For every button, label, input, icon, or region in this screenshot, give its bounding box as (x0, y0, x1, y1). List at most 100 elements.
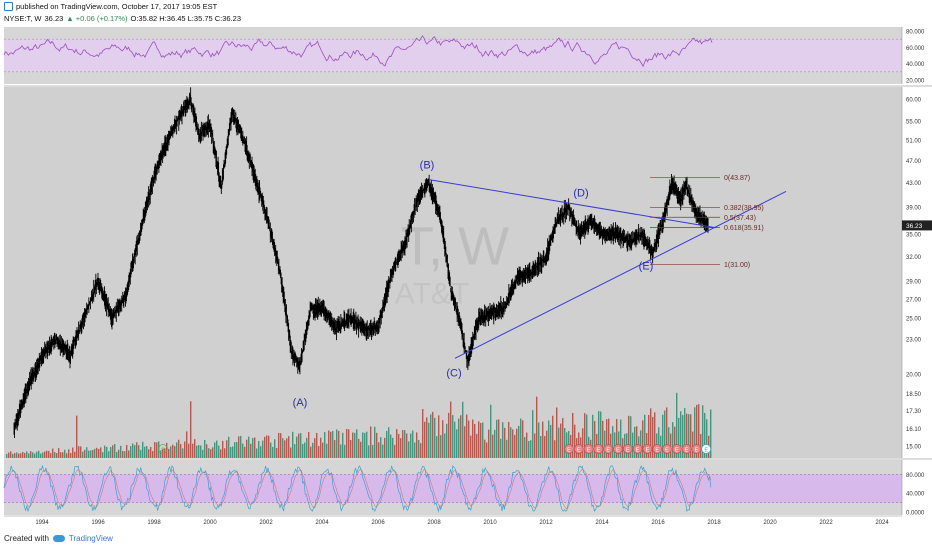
rsi-band (4, 39, 902, 72)
price-tick-label: 15.00 (906, 445, 922, 451)
volume-bar (74, 451, 76, 458)
volume-bar (350, 440, 352, 458)
volume-bar (64, 449, 66, 458)
symbol-label[interactable]: NYSE:T, W (4, 14, 42, 23)
dividend-marker-icon[interactable] (632, 444, 643, 454)
brand-text[interactable]: TradingView (68, 534, 113, 543)
volume-bar (58, 448, 60, 458)
volume-bar (386, 430, 388, 458)
volume-bar (214, 442, 216, 458)
dividend-marker-label: E (616, 448, 620, 454)
volume-bar (670, 433, 672, 458)
volume-bar (416, 432, 418, 458)
volume-bar (342, 432, 344, 458)
dividend-marker-label: E (665, 448, 669, 454)
volume-bar (364, 432, 366, 458)
volume-bar (358, 438, 360, 458)
dividend-marker-icon[interactable] (603, 444, 614, 454)
volume-bar (40, 453, 42, 458)
dividend-marker-icon[interactable] (622, 444, 633, 454)
volume-bar (412, 430, 414, 458)
dividend-marker-icon[interactable] (671, 444, 682, 454)
volume-bar (66, 453, 68, 458)
dividend-marker-icon[interactable] (564, 444, 574, 454)
dividend-marker-icon[interactable] (691, 444, 702, 454)
volume-bar (160, 450, 162, 458)
dividend-marker-icon[interactable] (681, 444, 692, 454)
time-tick-label: 2012 (539, 520, 553, 526)
dividend-marker-icon[interactable] (652, 444, 663, 454)
volume-bar (414, 442, 416, 458)
volume-bar (392, 437, 394, 458)
volume-bar (250, 443, 252, 458)
created-with-text: Created with (4, 534, 49, 543)
volume-bar (46, 450, 48, 458)
volume-bar (426, 417, 428, 458)
volume-bar (546, 430, 548, 458)
volume-bar (366, 431, 368, 458)
volume-bar (530, 440, 532, 458)
dividend-marker-icon[interactable] (662, 444, 672, 454)
time-tick-label: 2002 (259, 520, 273, 526)
volume-bar (382, 444, 384, 458)
volume-bar (98, 448, 100, 458)
volume-bar (210, 449, 212, 458)
dividend-marker-icon[interactable] (573, 444, 584, 454)
price-tick-label: 20.00 (906, 373, 922, 379)
chart-canvas[interactable]: 80.000 60.000 40.000 20.000 T, WAT&T 0(43.87… (0, 0, 932, 530)
wave-label: (A) (293, 397, 308, 409)
volume-bar (48, 451, 50, 458)
volume-bar (96, 447, 98, 458)
volume-bar (354, 432, 356, 458)
watermark-name: AT&T (395, 278, 469, 311)
volume-bar (692, 431, 694, 458)
stoch-tick-label: 0.0000 (906, 511, 925, 517)
volume-bar (606, 419, 608, 458)
volume-bar (700, 434, 702, 458)
volume-bar (192, 443, 194, 458)
volume-bar (432, 411, 434, 458)
chart-footer: Created with TradingView (0, 530, 932, 550)
volume-bar (380, 437, 382, 458)
volume-bar (20, 453, 22, 458)
dividend-marker-icon[interactable] (583, 444, 594, 454)
volume-bar (172, 444, 174, 458)
dividend-marker-icon[interactable] (593, 444, 604, 454)
volume-bar (636, 426, 638, 458)
rsi-pane: 80.000 60.000 40.000 20.000 (3, 27, 925, 84)
dividend-marker-label: E (646, 448, 650, 454)
price-tick-label: 18.50 (906, 392, 922, 398)
volume-bar (454, 421, 456, 458)
time-tick-label: 2018 (707, 520, 721, 526)
volume-bar (574, 424, 576, 458)
volume-bar (274, 439, 276, 458)
dividend-marker-label: E (655, 448, 659, 454)
event-markers: E E E E E E E E E E E E E E ES (158, 444, 712, 454)
volume-bar (378, 442, 380, 458)
volume-bar (338, 430, 340, 458)
volume-bar (308, 431, 310, 458)
dividend-marker-icon[interactable] (613, 444, 623, 454)
dividend-marker-icon[interactable] (701, 444, 712, 454)
volume-bar (252, 438, 254, 458)
volume-bar (116, 451, 118, 458)
volume-bar (644, 414, 646, 458)
volume-bar (688, 414, 690, 458)
dividend-marker-icon[interactable] (642, 444, 653, 454)
volume-bar (318, 446, 320, 458)
volume-bar (612, 426, 614, 458)
volume-bar (236, 442, 238, 458)
split-marker-icon[interactable] (158, 444, 168, 454)
price-tick-label: 47.00 (906, 159, 922, 165)
volume-bar (170, 446, 172, 458)
volume-bar (456, 429, 458, 458)
volume-bar (150, 446, 152, 458)
wave-label: (D) (573, 187, 588, 199)
volume-bar (18, 453, 20, 458)
volume-bar (442, 420, 444, 458)
volume-bar (628, 415, 630, 458)
price-tick-label: 60.00 (906, 98, 922, 104)
volume-bar (212, 447, 214, 458)
dividend-marker-label: E (567, 448, 571, 454)
volume-bar (208, 448, 210, 458)
